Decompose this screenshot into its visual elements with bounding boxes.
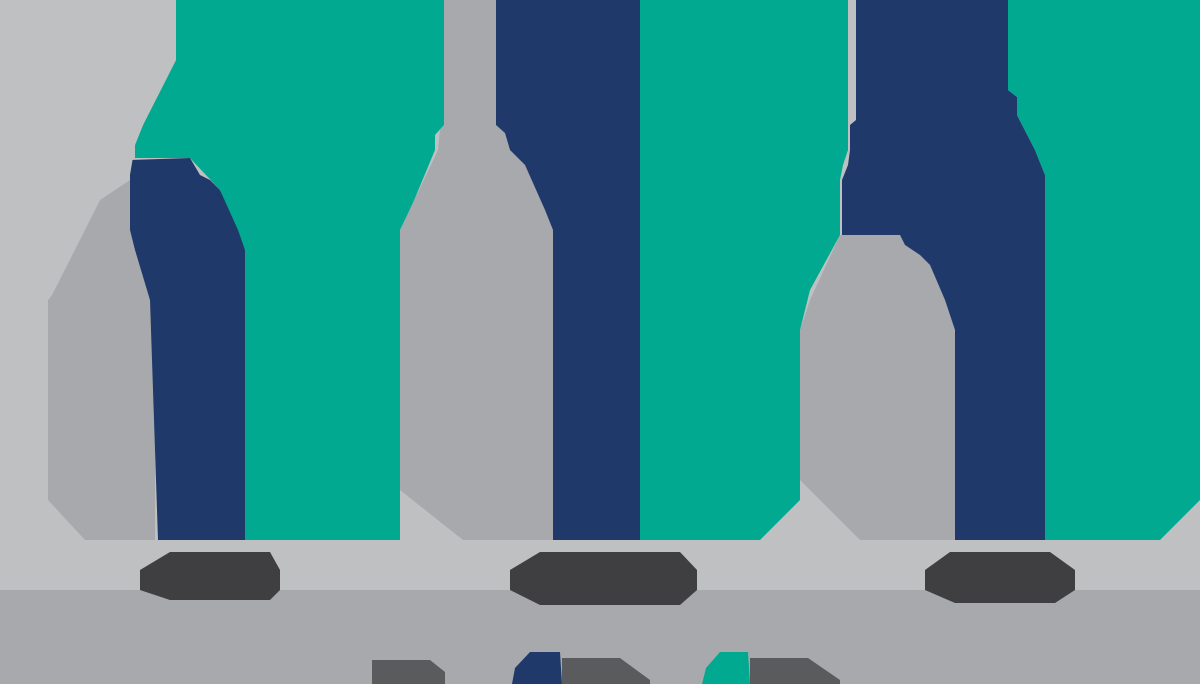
legend-swatch-2020-21 <box>372 660 445 684</box>
bar-free-state-2021-22 <box>130 158 245 540</box>
legend-label-2021-22: 2021-22 <box>566 666 607 678</box>
legend-swatch-2021-22 <box>512 652 562 684</box>
legend-text-bg-2021-22 <box>562 658 650 684</box>
legend-label-2022-23: 2022-23 <box>754 666 795 678</box>
bar-free-state-2022-23 <box>135 0 444 540</box>
legend-swatch-2022-23 <box>702 652 750 684</box>
bar-northern-cape-2020-21 <box>400 0 553 540</box>
bar-free-state-2020-21 <box>48 175 155 540</box>
bar-northern-cape-2022-23 <box>640 0 848 540</box>
legend-text-bg-2022-23 <box>750 658 840 684</box>
category-pill-northern-cape[interactable] <box>510 552 697 605</box>
category-label-north-west: North West <box>965 570 1035 585</box>
category-label-northern-cape: Northern Cape <box>559 570 651 585</box>
bar-north-west-2021-22 <box>842 0 1045 540</box>
category-label-free-state: Free State <box>178 568 242 583</box>
left-gray-region <box>0 0 176 540</box>
legend-label-2020-21: 2020-21 <box>376 666 417 678</box>
category-pill-free-state[interactable] <box>140 552 280 600</box>
bar-north-west-2020-21 <box>800 235 955 540</box>
bar-northern-cape-2021-22 <box>496 0 640 540</box>
category-pill-north-west[interactable] <box>925 552 1075 603</box>
bar-north-west-2022-23 <box>1008 0 1200 540</box>
